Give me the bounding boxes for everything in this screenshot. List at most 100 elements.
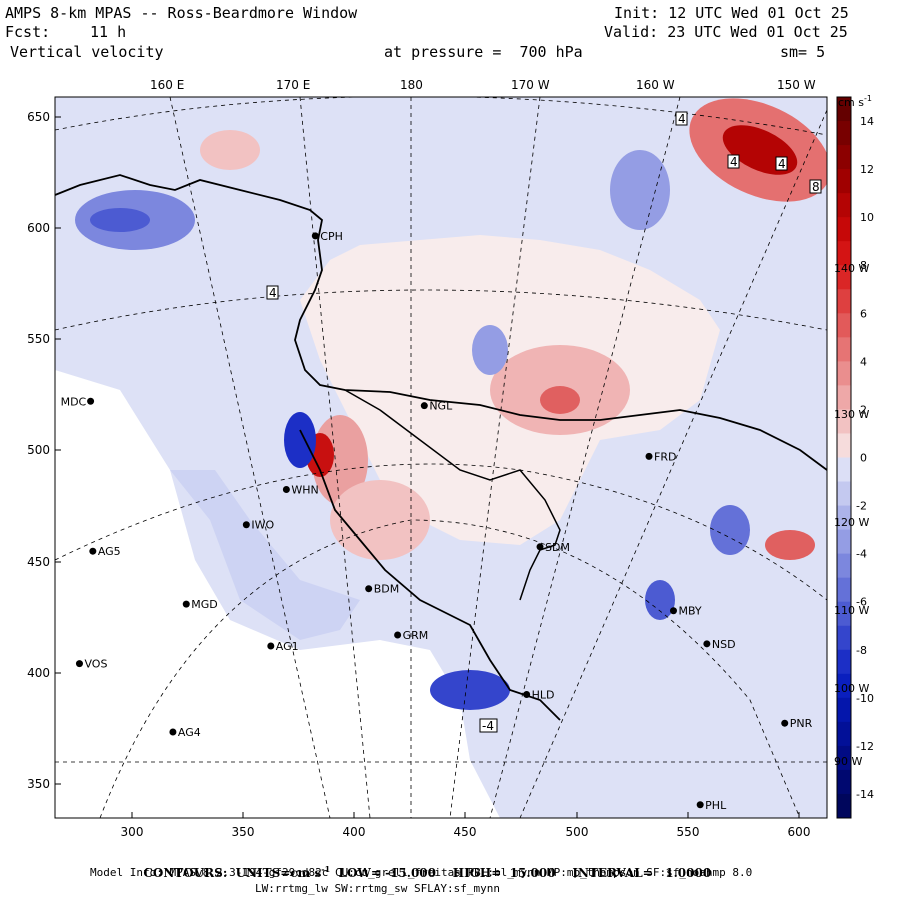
smoothing: sm= 5 — [780, 43, 826, 61]
overlap-lon-100w: 100 W — [834, 682, 869, 695]
y-tick-550: 550 — [27, 332, 50, 346]
updraft-ross-sea-core — [540, 386, 580, 414]
colorbar-bin — [837, 169, 851, 194]
colorbar-bin — [837, 121, 851, 146]
parallel-4 — [99, 519, 801, 818]
overlap-lon-110w: 110 W — [834, 604, 869, 617]
y-tick-600: 600 — [27, 221, 50, 235]
colorbar-bin — [837, 97, 851, 122]
colorbar-tick-label: 12 — [860, 163, 874, 176]
station-layer: CPH MDC NGL FRD WHN IWO SDM AG5 BDM MGD GRM MBY AG1 N… — [61, 230, 813, 812]
colorbar-bin — [837, 457, 851, 483]
updraft-shelf — [330, 480, 430, 560]
updraft-east — [765, 530, 815, 560]
contour-label-2: 4 — [730, 155, 738, 169]
station-label-sdm: SDM — [545, 541, 570, 554]
lon-label-180: 180 — [400, 78, 423, 92]
colorbar-bin — [837, 361, 851, 386]
station-label-mby: MBY — [678, 605, 701, 618]
lon-label-170e: 170 E — [276, 78, 310, 92]
colorbar-units: cm s-1 — [838, 94, 872, 109]
colorbar-bin — [837, 505, 851, 531]
lon-label-150w: 150 W — [777, 78, 816, 92]
downdraft-coast — [284, 412, 316, 468]
map-title: AMPS 8-km MPAS -- Ross-Beardmore Window — [5, 4, 358, 22]
station-marker-ngl — [420, 402, 428, 410]
colorbar-frame — [836, 96, 852, 819]
station-label-whn: WHN — [291, 483, 318, 496]
colorbar-bin — [837, 289, 851, 314]
colorbar-bin — [837, 193, 851, 218]
lon-label-170w: 170 W — [511, 78, 550, 92]
y-tick-400: 400 — [27, 666, 50, 680]
station-label-ag1: AG1 — [276, 640, 299, 653]
colorbar-bin — [837, 601, 851, 627]
station-label-phl: PHL — [705, 799, 727, 812]
colorbar-bin — [837, 697, 851, 723]
colorbar-tick-label: 4 — [860, 355, 867, 368]
station-label-ag5: AG5 — [98, 545, 121, 558]
colorbar-tick-label: 14 — [860, 115, 874, 128]
station-label-grm: GRM — [403, 629, 429, 642]
colorbar-bin — [837, 625, 851, 651]
overlap-lon-130w: 130 W — [834, 408, 869, 421]
station-marker-ag4 — [169, 728, 177, 736]
colorbar-bin — [837, 721, 851, 747]
parallel-1 — [55, 97, 827, 136]
station-marker-mdc — [87, 397, 95, 405]
colorbar-bin — [837, 553, 851, 579]
y-tick-350: 350 — [27, 777, 50, 791]
y-tick-650: 650 — [27, 110, 50, 124]
colorbar-tick-label: -14 — [856, 788, 874, 801]
station-label-iwo: IWO — [251, 519, 274, 532]
field-name: Vertical velocity — [10, 43, 164, 61]
downdraft-coast-east — [430, 670, 510, 710]
colorbar-tick-label: -12 — [856, 740, 874, 753]
station-marker-pnr — [781, 719, 789, 727]
station-label-hld: HLD — [532, 689, 555, 702]
x-tick-350: 350 — [232, 825, 255, 839]
colorbar-bin — [837, 529, 851, 555]
station-label-cph: CPH — [320, 230, 343, 243]
station-label-frd: FRD — [654, 450, 676, 463]
colorbar-tick-label: -6 — [856, 596, 867, 609]
init-time: Init: 12 UTC Wed 01 Oct 25 — [614, 4, 849, 22]
colorbar-bin — [837, 265, 851, 290]
overlap-lon-140w: 140 W — [834, 262, 869, 275]
colorbar-bin — [837, 649, 851, 675]
station-label-ag4: AG4 — [178, 726, 201, 739]
station-marker-nsd — [703, 640, 711, 648]
x-tick-600: 600 — [788, 825, 811, 839]
station-marker-mby — [669, 607, 677, 615]
station-marker-sdm — [536, 543, 544, 551]
contour-info: CONTOURS: UNITS=cm s-1 LOW= -15.000 HIGH… — [143, 864, 712, 880]
station-label-vos: VOS — [84, 658, 107, 671]
ice-shelf-front — [299, 429, 561, 721]
model-info-physics: LW:rrtmg_lw SW:rrtmg_sw SFLAY:sf_mynn — [255, 882, 501, 895]
contour-label-6: -4 — [482, 719, 494, 733]
station-marker-iwo — [242, 521, 250, 529]
updraft-mid-north — [200, 130, 260, 170]
meridian-150w — [519, 109, 827, 818]
station-label-mdc: MDC — [61, 395, 87, 408]
station-label-pnr: PNR — [790, 717, 813, 730]
station-marker-bdm — [365, 585, 373, 593]
downdraft-mby — [645, 580, 675, 620]
colorbar-tick-label: -2 — [856, 500, 867, 513]
x-tick-450: 450 — [454, 825, 477, 839]
colorbar-bin — [837, 217, 851, 242]
colorbar-tick-label: 10 — [860, 211, 874, 224]
lon-label-160w: 160 W — [636, 78, 675, 92]
x-tick-400: 400 — [343, 825, 366, 839]
colorbar-bin — [837, 433, 851, 458]
station-marker-mgd — [182, 600, 190, 608]
lon-label-160e: 160 E — [150, 78, 184, 92]
colorbar-bin — [837, 313, 851, 338]
station-marker-whn — [282, 485, 290, 493]
station-marker-ag1 — [267, 642, 275, 650]
station-label-ngl: NGL — [429, 400, 453, 413]
colorbar-tick-label: 6 — [860, 307, 867, 320]
colorbar-bin — [837, 577, 851, 603]
overlap-lon-120w: 120 W — [834, 516, 869, 529]
